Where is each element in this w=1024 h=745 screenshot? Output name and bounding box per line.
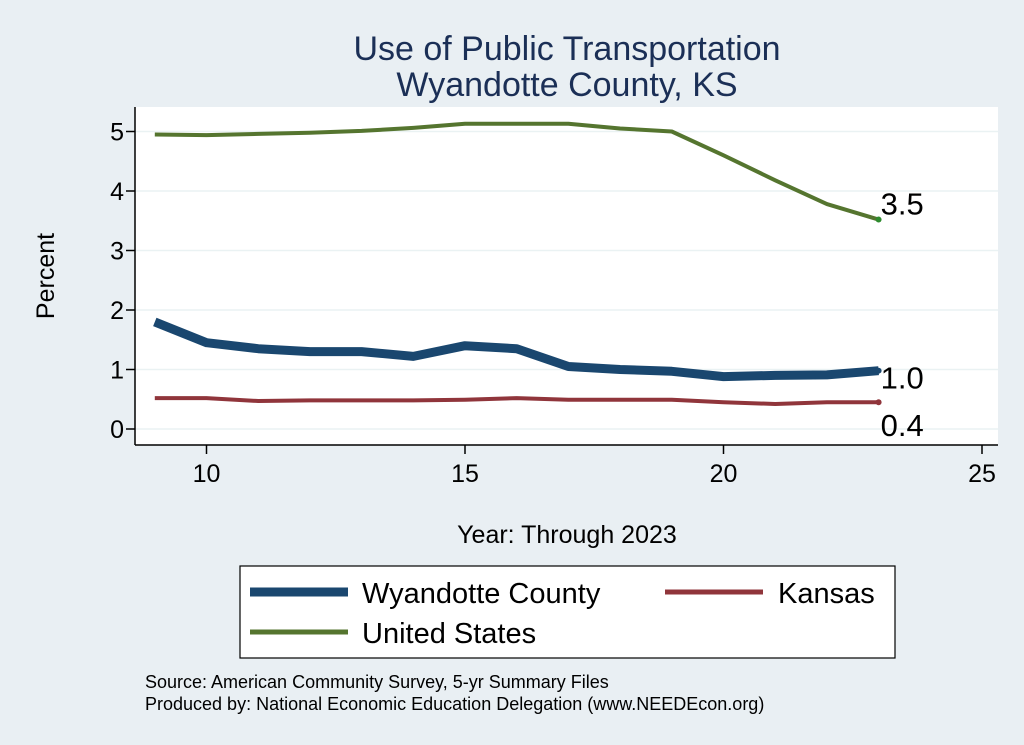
- series-lines: [153, 121, 882, 406]
- series-line-wyandotte-county: [153, 317, 879, 382]
- y-tick-label-1: 1: [110, 357, 124, 385]
- legend-box: [239, 565, 896, 659]
- series-line-united-states: [154, 121, 880, 222]
- y-tick-label-2: 2: [110, 297, 124, 325]
- end-point-united-states: [875, 216, 882, 223]
- series-line-kansas: [154, 396, 879, 406]
- chart-title-line-1: Use of Public Transportation: [353, 30, 780, 68]
- end-point-wyandotte-county: [875, 367, 882, 374]
- y-tick-label-5: 5: [110, 119, 124, 147]
- y-axis-title: Percent: [32, 233, 60, 319]
- x-tick-label-15: 15: [451, 460, 479, 488]
- end-labels: 1.0 0.4 3.5: [881, 187, 924, 444]
- y-tick-label-4: 4: [110, 178, 124, 206]
- legend-label-united-states: United States: [362, 618, 536, 650]
- y-tick-label-3: 3: [110, 238, 124, 266]
- x-tick-label-20: 20: [710, 460, 738, 488]
- x-ticks: 10 15 20 25: [193, 445, 996, 488]
- x-axis-title: Year: Through 2023: [457, 521, 677, 549]
- plot-area: [135, 107, 998, 445]
- end-label-wyandotte-county: 1.0: [881, 361, 924, 396]
- y-tick-label-0: 0: [110, 416, 124, 444]
- legend: Wyandotte County Kansas United States: [239, 565, 896, 659]
- y-ticks: 0 1 2 3 4 5: [110, 119, 135, 444]
- end-point-kansas: [875, 399, 882, 406]
- legend-label-kansas: Kansas: [778, 578, 875, 610]
- chart-title-line-2: Wyandotte County, KS: [396, 66, 737, 104]
- x-tick-label-10: 10: [193, 460, 221, 488]
- producer-note: Produced by: National Economic Education…: [145, 694, 764, 714]
- x-tick-label-25: 25: [968, 460, 996, 488]
- source-note: Source: American Community Survey, 5-yr …: [145, 672, 609, 692]
- end-label-kansas: 0.4: [881, 408, 924, 443]
- legend-label-wyandotte-county: Wyandotte County: [362, 578, 601, 610]
- end-label-united-states: 3.5: [881, 187, 924, 222]
